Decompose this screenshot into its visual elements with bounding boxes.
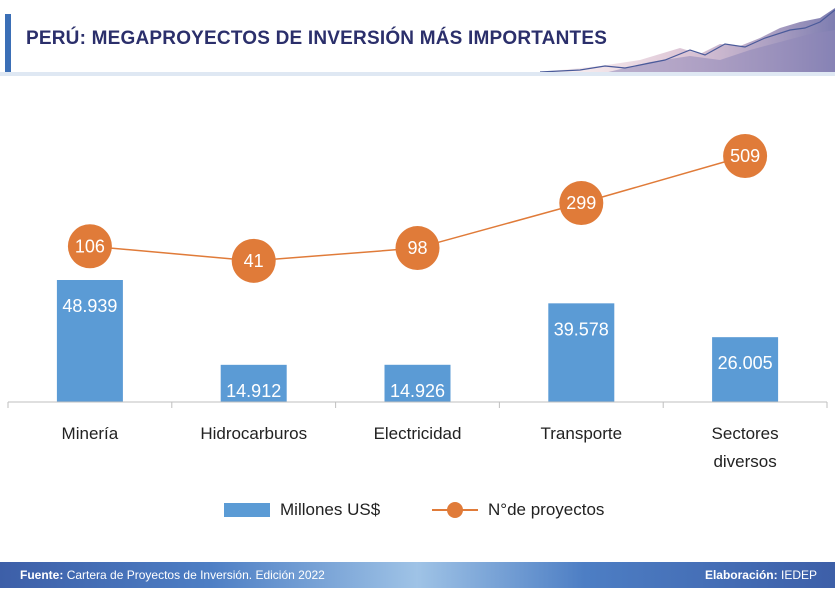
chart: 48.939 14.912 14.926 39.578 26.005 106 41 98 29…: [7, 134, 828, 471]
footer-source: Fuente: Cartera de Proyectos de Inversió…: [20, 568, 325, 582]
bar: [712, 337, 779, 402]
legend-label-bars: Millones US$: [280, 500, 381, 519]
bar-value-label: 26.005: [718, 353, 773, 373]
legend-swatch-bar: [224, 503, 270, 517]
line-point: [67, 224, 112, 269]
bar: [220, 364, 287, 402]
bar: [384, 364, 451, 402]
bar: [56, 280, 123, 402]
decorative-mountain-graphic: [0, 8, 835, 76]
footer-elab-label: Elaboración:: [704, 568, 778, 582]
category-label: Sectores diversos: [712, 424, 779, 471]
footer: Fuente: Cartera de Proyectos de Inversió…: [0, 562, 835, 588]
category-label: Transporte: [541, 424, 623, 443]
legend-label-line: N°de proyectos: [488, 500, 605, 519]
legend: Millones US$ N°de proyectos: [0, 496, 835, 526]
title-accent-bar: [5, 14, 11, 72]
line-point: [231, 238, 276, 283]
category-label: Electricidad: [374, 424, 462, 443]
footer-source-text: Cartera de Proyectos de Inversión. Edici…: [66, 568, 325, 582]
category-label: Minería: [62, 424, 119, 443]
bar: [548, 303, 615, 402]
legend-item-bars: Millones US$: [224, 500, 380, 520]
line-value-label: 509: [730, 146, 760, 166]
line-point: [723, 134, 768, 178]
bar-value-label: 48.939: [62, 296, 117, 316]
bar-value-label: 39.578: [554, 319, 609, 339]
footer-elaboration: Elaboración: IEDEP: [705, 568, 817, 582]
line-value-label: 106: [75, 236, 105, 256]
bar-value-label: 14.926: [390, 381, 445, 401]
legend-swatch-line: [432, 500, 478, 520]
page-title: PERÚ: MEGAPROYECTOS DE INVERSIÓN MÁS IMP…: [26, 28, 608, 49]
line-value-label: 98: [407, 238, 427, 258]
category-label: Hidrocarburos: [200, 424, 307, 443]
line-value-label: 299: [566, 193, 596, 213]
footer-elab-text: IEDEP: [780, 568, 817, 582]
line-point: [559, 181, 604, 226]
line-value-label: 41: [244, 251, 264, 271]
footer-source-label: Fuente:: [20, 568, 64, 582]
header: PERÚ: MEGAPROYECTOS DE INVERSIÓN MÁS IMP…: [0, 0, 835, 80]
legend-item-line: N°de proyectos: [432, 500, 604, 520]
bar-value-label: 14.912: [226, 381, 281, 401]
line-point: [395, 226, 440, 271]
